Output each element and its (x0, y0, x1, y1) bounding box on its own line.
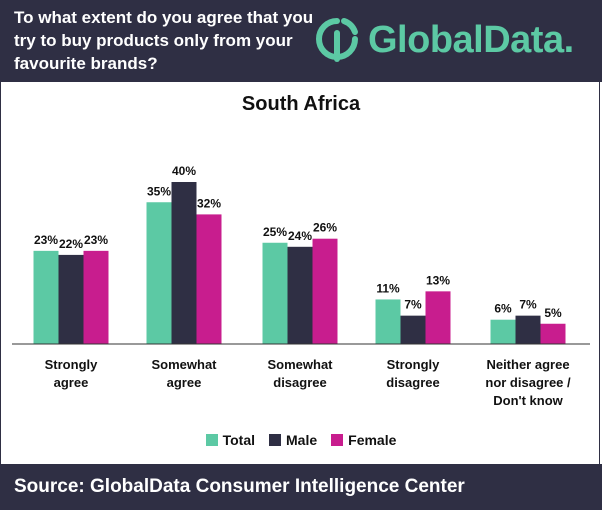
data-label-total: 11% (376, 281, 400, 295)
category-label: disagree (386, 375, 439, 390)
data-label-female: 26% (313, 221, 337, 235)
category-label: nor disagree / (485, 375, 571, 390)
bar-female (83, 250, 109, 344)
bar-female (540, 323, 566, 344)
legend-label-female: Female (348, 432, 397, 448)
data-label-male: 22% (59, 237, 83, 251)
legend-item-female: Female (331, 432, 396, 448)
bar-total (490, 319, 516, 344)
bar-female (425, 291, 451, 344)
legend-item-male: Male (269, 432, 317, 448)
legend-item-total: Total (205, 432, 256, 448)
category-label: agree (167, 375, 202, 390)
data-label-female: 5% (544, 306, 562, 320)
category-label: Somewhat (267, 357, 333, 372)
data-label-total: 35% (147, 184, 171, 198)
category-label: Somewhat (151, 357, 217, 372)
bar-female (196, 214, 222, 344)
data-label-female: 32% (197, 196, 221, 210)
bar-male (400, 315, 426, 344)
data-label-total: 23% (34, 233, 58, 247)
bar-male (58, 254, 84, 344)
survey-question: To what extent do you agree that you try… (14, 8, 314, 73)
category-label: disagree (273, 375, 326, 390)
source-note: Source: GlobalData Consumer Intelligence… (14, 476, 465, 497)
category-label: Strongly (45, 357, 98, 372)
data-label-female: 23% (84, 233, 108, 247)
chart-title: South Africa (242, 93, 361, 115)
bar-male (515, 315, 541, 344)
globaldata-logo-icon (316, 18, 358, 62)
legend-label-male: Male (286, 432, 318, 448)
bar-chart: South Africa 23% 22% 23% Strongly agree 35%40%… (12, 93, 590, 408)
bar-total (262, 242, 288, 344)
data-label-female: 13% (426, 273, 450, 287)
data-label-male: 7% (519, 298, 537, 312)
bar-total (33, 250, 59, 344)
legend-swatch-female (331, 434, 344, 446)
data-label-male: 40% (172, 164, 196, 178)
category-label: Strongly (387, 357, 440, 372)
data-label-total: 25% (263, 225, 287, 239)
bar-total (146, 202, 172, 344)
bar-male (171, 182, 197, 344)
category-label: agree (54, 375, 89, 390)
brand-logo: GlobalData. (314, 12, 574, 68)
data-label-total: 6% (494, 302, 512, 316)
data-label-male: 7% (404, 298, 422, 312)
brand-name: GlobalData. (368, 18, 574, 61)
legend-label-total: Total (222, 432, 256, 448)
bar-female (312, 238, 338, 344)
legend-swatch-total (205, 434, 218, 446)
category-label: Don't know (493, 393, 563, 408)
chart-legend: Total Male Female (0, 432, 602, 448)
legend-swatch-male (269, 434, 282, 446)
footer-banner: Source: GlobalData Consumer Intelligence… (0, 464, 602, 510)
header-banner: To what extent do you agree that you try… (0, 0, 602, 82)
data-label-male: 24% (288, 229, 312, 243)
category-label: Neither agree (486, 357, 569, 372)
bar-male (287, 246, 313, 344)
bar-total (375, 299, 401, 344)
